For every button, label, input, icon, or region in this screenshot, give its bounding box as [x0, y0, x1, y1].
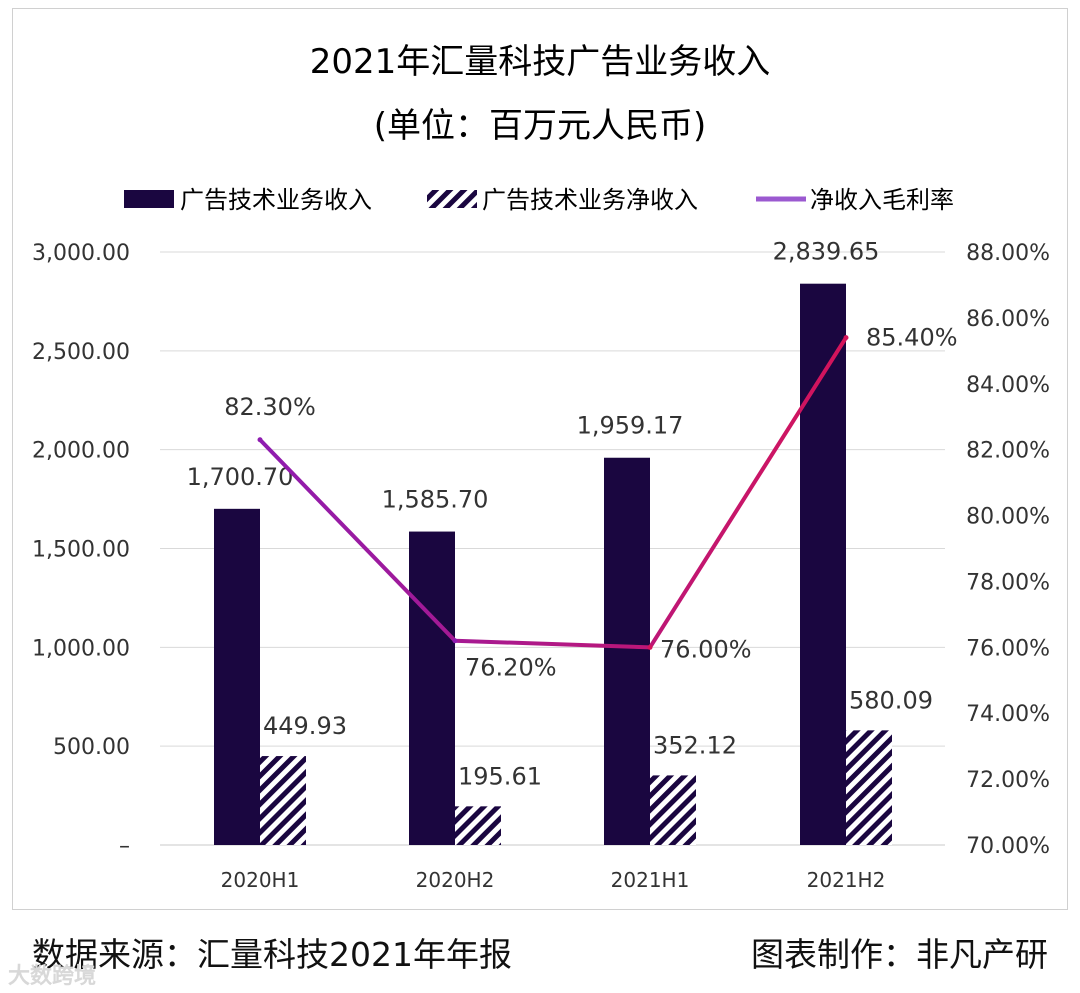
line-point [647, 644, 653, 650]
bar-ad-tech-revenue [214, 508, 260, 845]
left-tick-label: 2,500.00 [32, 340, 130, 365]
data-label: 449.93 [263, 712, 347, 740]
data-label: 1,700.70 [187, 463, 294, 491]
category-label: 2020H2 [416, 868, 495, 892]
data-label: 1,959.17 [577, 412, 684, 440]
legend-label: 广告技术业务收入 [180, 186, 372, 214]
right-tick-label: 70.00% [966, 834, 1050, 859]
right-tick-label: 80.00% [966, 505, 1050, 530]
chart-subtitle: (单位：百万元人民币) [374, 106, 707, 146]
data-label: 85.40% [866, 324, 958, 352]
data-label: 76.20% [465, 654, 557, 682]
line-point [843, 335, 849, 341]
legend-label: 广告技术业务净收入 [482, 186, 698, 214]
right-tick-label: 82.00% [966, 439, 1050, 464]
data-label: 195.61 [458, 762, 542, 790]
bar-ad-tech-net-revenue [846, 730, 892, 845]
bar-ad-tech-net-revenue [455, 806, 501, 845]
right-tick-label: 74.00% [966, 702, 1050, 727]
line-point [257, 437, 263, 443]
right-tick-label: 86.00% [966, 307, 1050, 332]
left-tick-label: 1,000.00 [32, 636, 130, 661]
right-tick-label: 76.00% [966, 636, 1050, 661]
source-note: 数据来源：汇量科技2021年年报 [32, 935, 512, 974]
right-tick-label: 78.00% [966, 570, 1050, 595]
legend-swatch-bar [124, 190, 174, 208]
data-label: 352.12 [653, 731, 737, 759]
bar-ad-tech-net-revenue [650, 775, 696, 845]
data-label: 76.00% [660, 635, 752, 663]
credit-note: 图表制作：非凡产研 [751, 935, 1048, 974]
chart-frame [12, 8, 1068, 910]
right-tick-label: 88.00% [966, 241, 1050, 266]
left-tick-label: – [119, 834, 130, 859]
category-label: 2020H1 [221, 868, 300, 892]
line-net-margin [258, 336, 848, 650]
bar-ad-tech-revenue [409, 531, 455, 845]
data-label: 580.09 [849, 686, 933, 714]
left-tick-label: 500.00 [53, 735, 130, 760]
bar-ad-tech-net-revenue [260, 756, 306, 845]
data-label: 82.30% [224, 393, 316, 421]
watermark: 大数跨境 [8, 964, 97, 989]
left-tick-label: 2,000.00 [32, 439, 130, 464]
right-tick-label: 84.00% [966, 373, 1050, 398]
legend-swatch-hatched [427, 190, 477, 208]
bar-ad-tech-revenue [604, 457, 650, 845]
bar-ad-tech-revenue [800, 283, 846, 845]
chart-title: 2021年汇量科技广告业务收入 [310, 42, 771, 82]
legend-label: 净收入毛利率 [810, 186, 954, 214]
category-label: 2021H1 [611, 868, 690, 892]
left-tick-label: 1,500.00 [32, 538, 130, 563]
data-label: 1,585.70 [382, 486, 489, 514]
legend: 广告技术业务收入 广告技术业务净收入 净收入毛利率 [124, 186, 954, 214]
left-tick-label: 3,000.00 [32, 241, 130, 266]
right-tick-label: 72.00% [966, 768, 1050, 793]
line-point [452, 638, 458, 644]
data-label: 2,839.65 [773, 238, 880, 266]
category-label: 2021H2 [807, 868, 886, 892]
